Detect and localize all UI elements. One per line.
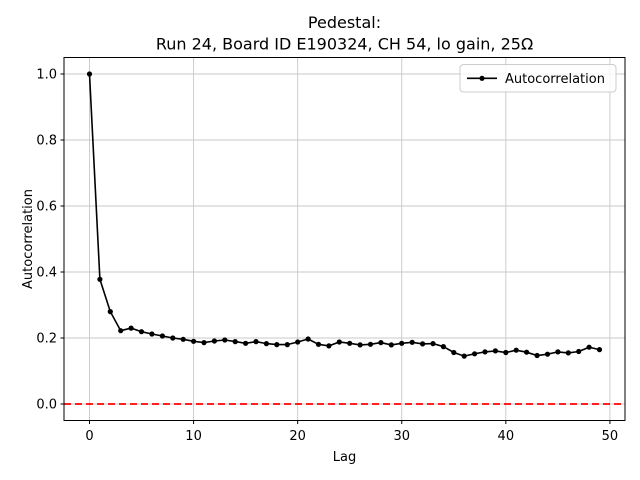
data-point (86, 71, 93, 77)
data-point (149, 331, 155, 337)
data-point (378, 340, 384, 346)
data-point (409, 339, 415, 345)
x-tick-label: 50 (602, 429, 619, 444)
legend-sample-marker (479, 75, 485, 81)
x-axis: 0 10 20 30 40 50 (85, 420, 619, 444)
y-tick-label: 0.6 (36, 200, 57, 215)
data-point (367, 341, 374, 347)
data-point (284, 342, 290, 348)
grid (64, 57, 625, 421)
data-point (388, 342, 394, 348)
axes-spines (63, 57, 626, 421)
y-tick-label: 1.0 (36, 68, 57, 83)
data-point (565, 350, 571, 356)
data-point (451, 349, 457, 356)
data-point (492, 348, 498, 354)
data-point (482, 349, 488, 355)
legend-entry-label: Autocorrelation (505, 72, 605, 87)
data-point (472, 351, 478, 357)
legend: Autocorrelation (459, 64, 617, 93)
data-point (295, 339, 301, 345)
data-point (180, 336, 186, 342)
data-point (513, 347, 519, 353)
x-tick-label: 40 (498, 429, 515, 444)
data-point (524, 349, 530, 355)
data-point (253, 339, 259, 345)
y-axis: 0.0 0.2 0.4 0.6 0.8 1.0 (36, 68, 64, 413)
data-point (586, 344, 592, 350)
data-point (107, 309, 113, 315)
data-point (596, 347, 603, 353)
data-point (222, 337, 228, 343)
data-point (305, 336, 311, 342)
data-point (555, 349, 561, 355)
data-point (159, 333, 165, 339)
data-point (243, 340, 249, 346)
data-point (420, 341, 426, 347)
data-point (138, 329, 145, 335)
data-point (274, 342, 280, 348)
data-point (118, 328, 124, 334)
data-point (357, 342, 363, 348)
data-point (440, 344, 446, 350)
data-point (576, 348, 582, 355)
series-autocorrelation (86, 71, 603, 359)
data-point (170, 335, 176, 341)
data-point (430, 341, 436, 347)
x-tick-label: 30 (393, 429, 410, 444)
data-point (128, 325, 134, 331)
y-tick-label: 0.8 (36, 134, 57, 149)
x-tick-label: 0 (85, 429, 93, 444)
data-point (503, 349, 509, 356)
chart-title-line-2: Run 24, Board ID E190324, CH 54, lo gain… (156, 35, 533, 54)
data-point (326, 343, 332, 349)
data-point (97, 276, 103, 282)
chart-title-line-1: Pedestal: (308, 13, 381, 32)
x-tick-label: 20 (289, 429, 306, 444)
data-point (191, 338, 197, 344)
x-tick-label: 10 (185, 429, 202, 444)
legend-box (459, 64, 617, 93)
y-axis-label: Autocorrelation (21, 189, 36, 289)
data-point (263, 341, 269, 347)
data-point (461, 353, 467, 359)
data-point (534, 352, 540, 359)
data-point (201, 340, 207, 346)
x-axis-label: Lag (333, 450, 356, 465)
data-point (211, 338, 217, 344)
data-point (544, 351, 551, 357)
data-point (232, 339, 238, 345)
data-point (315, 341, 322, 347)
data-point (336, 339, 342, 345)
data-point (399, 340, 405, 346)
data-point (347, 340, 353, 346)
y-tick-label: 0.2 (36, 332, 57, 347)
y-tick-label: 0.0 (36, 398, 57, 413)
y-tick-label: 0.4 (36, 266, 57, 281)
